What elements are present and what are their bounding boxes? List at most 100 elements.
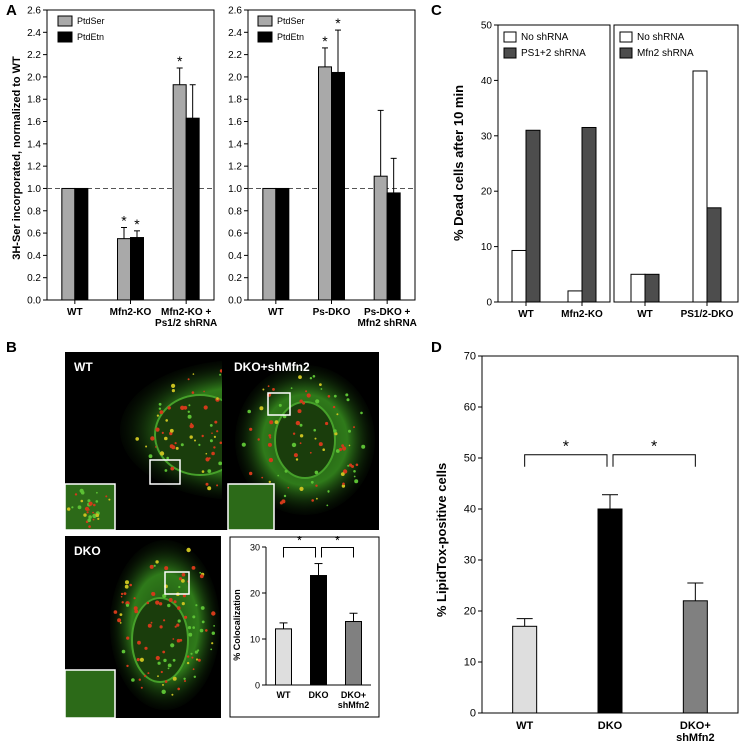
puncta bbox=[342, 469, 348, 474]
puncta bbox=[189, 435, 193, 439]
legend-swatch bbox=[619, 47, 633, 59]
puncta bbox=[203, 390, 205, 393]
y-tick-label: 1.6 bbox=[27, 117, 41, 128]
legend-swatch bbox=[57, 31, 73, 43]
puncta bbox=[143, 674, 147, 678]
y-tick-label: 20 bbox=[464, 606, 476, 618]
puncta bbox=[302, 401, 306, 405]
puncta bbox=[314, 470, 319, 475]
category-label: shMfn2 bbox=[338, 700, 370, 710]
puncta bbox=[80, 499, 84, 503]
puncta bbox=[293, 453, 298, 458]
puncta bbox=[155, 446, 157, 448]
puncta bbox=[305, 390, 308, 393]
legend-label: Mfn2 shRNA bbox=[637, 48, 694, 59]
puncta bbox=[105, 495, 108, 498]
puncta bbox=[306, 393, 311, 398]
puncta bbox=[157, 661, 161, 665]
y-tick-label: 2.4 bbox=[27, 28, 41, 39]
puncta bbox=[313, 428, 317, 432]
puncta bbox=[211, 631, 215, 635]
puncta bbox=[178, 585, 181, 589]
puncta bbox=[219, 441, 223, 445]
puncta bbox=[176, 638, 181, 643]
panel-label-a: A bbox=[6, 2, 17, 19]
puncta bbox=[184, 680, 186, 682]
bar bbox=[331, 71, 345, 301]
puncta bbox=[319, 383, 322, 386]
puncta bbox=[342, 482, 345, 486]
category-label: WT bbox=[277, 690, 291, 700]
puncta bbox=[175, 446, 179, 450]
bar bbox=[172, 84, 187, 301]
y-tick-label: 40 bbox=[464, 504, 476, 516]
y-tick-label: 1.8 bbox=[228, 95, 242, 106]
category-label: shMfn2 bbox=[676, 732, 715, 744]
puncta bbox=[187, 410, 190, 413]
puncta bbox=[361, 444, 366, 449]
bar bbox=[630, 273, 646, 303]
puncta bbox=[161, 689, 166, 694]
puncta bbox=[137, 640, 141, 645]
puncta bbox=[92, 513, 97, 519]
legend-label: PS1+2 shRNA bbox=[521, 48, 586, 59]
puncta bbox=[95, 513, 100, 517]
puncta bbox=[299, 442, 302, 445]
puncta bbox=[148, 454, 153, 459]
puncta bbox=[180, 405, 185, 410]
y-tick-label: 30 bbox=[250, 543, 260, 553]
legend-label: PtdEtn bbox=[277, 32, 304, 42]
puncta bbox=[269, 420, 274, 425]
puncta bbox=[216, 397, 219, 400]
plot-frame bbox=[497, 24, 611, 303]
puncta bbox=[164, 469, 168, 472]
y-tick-label: 1.8 bbox=[27, 95, 41, 106]
puncta bbox=[295, 458, 299, 461]
y-tick-label: 30 bbox=[481, 131, 493, 142]
chart-d: 0 10 20 30 40 50 60 70 WT DKO DKO+shMfn2 * * bbox=[464, 351, 739, 744]
puncta bbox=[272, 388, 275, 391]
puncta bbox=[67, 507, 71, 511]
puncta bbox=[126, 664, 129, 668]
puncta bbox=[205, 452, 208, 455]
puncta bbox=[213, 625, 216, 627]
significance-bracket bbox=[524, 454, 608, 467]
significance-star: * bbox=[297, 534, 302, 548]
puncta bbox=[97, 517, 100, 521]
significance-star: * bbox=[134, 216, 140, 232]
puncta bbox=[267, 442, 272, 447]
puncta bbox=[188, 404, 191, 407]
panel-label-b: B bbox=[6, 339, 17, 356]
puncta bbox=[348, 444, 351, 447]
puncta bbox=[187, 626, 192, 630]
puncta bbox=[353, 470, 356, 473]
puncta bbox=[158, 407, 162, 410]
puncta bbox=[171, 445, 176, 450]
puncta bbox=[135, 437, 139, 441]
puncta bbox=[131, 678, 135, 682]
micrograph-dko-shmfn2: DKO+shMfn2 bbox=[222, 352, 379, 531]
y-tick-label: 1.6 bbox=[228, 117, 242, 128]
puncta bbox=[145, 445, 148, 448]
bar bbox=[61, 187, 76, 301]
y-tick-label: 0.6 bbox=[27, 229, 41, 240]
bar bbox=[275, 187, 290, 301]
puncta bbox=[299, 486, 304, 491]
bar bbox=[373, 175, 388, 301]
y-tick-label: 20 bbox=[250, 589, 260, 599]
puncta bbox=[353, 475, 356, 478]
category-label: DKO bbox=[598, 720, 623, 732]
chart-a-right: 0.0 0.2 0.4 0.6 0.8 1.0 1.2 1.4 1.6 1.8 2.0 2.2 2.4 2… bbox=[228, 6, 417, 330]
puncta bbox=[181, 602, 185, 606]
legend-label: No shRNA bbox=[637, 32, 685, 43]
puncta bbox=[360, 411, 363, 415]
y-tick-label: 1.4 bbox=[27, 139, 41, 150]
significance-star: * bbox=[177, 53, 183, 69]
puncta bbox=[318, 442, 323, 447]
puncta bbox=[176, 623, 180, 627]
puncta bbox=[340, 472, 345, 476]
bar bbox=[345, 621, 362, 686]
puncta bbox=[156, 414, 159, 417]
puncta bbox=[189, 423, 194, 429]
